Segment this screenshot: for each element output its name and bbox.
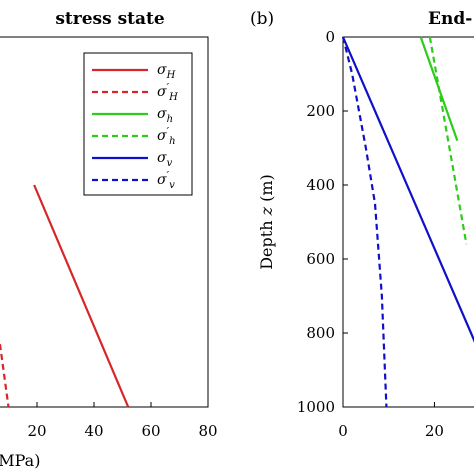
panel-b-label: (b)	[250, 9, 274, 29]
panel-b-x-ticks: 0 20	[338, 402, 444, 440]
legend-entry: σv	[157, 150, 173, 169]
panel-b-y-tick-label: 400	[306, 176, 335, 194]
panel-a-x-tick-label: 40	[84, 422, 103, 440]
panel-b-x-tick-label: 20	[425, 422, 444, 440]
legend-entry: σ′H	[157, 81, 178, 103]
panel-b: (b) End- 0 200 400 600 800 1000 0 20 Depth z (…	[250, 9, 474, 440]
panel-a-title: stress state	[55, 9, 165, 29]
panel-b-title: End-	[428, 9, 472, 29]
panel-b-x-tick-label: 0	[338, 422, 348, 440]
legend-entry: σ′v	[157, 169, 175, 191]
panel-a-series-line	[0, 343, 10, 408]
panel-a-x-ticks: 20 40 60 80	[27, 402, 218, 440]
panel-b-y-tick-label: 0	[325, 28, 335, 46]
panel-a-legend: σHσ′H σhσ′h σvσ′v	[83, 52, 193, 196]
panel-a-x-tick-label: 20	[27, 422, 46, 440]
legend-entry: σh	[157, 106, 173, 125]
legend-items: σHσ′H σhσ′h σvσ′v	[92, 62, 178, 191]
panel-b-y-tick-label: 200	[306, 102, 335, 120]
panel-b-series-line	[428, 36, 468, 245]
panel-b-y-label-text: Depth z (m)	[257, 174, 276, 270]
legend-entry: σ′h	[157, 125, 176, 147]
legend-entry: σH	[157, 62, 176, 81]
panel-b-series-line	[341, 36, 474, 343]
panel-b-y-tick-label: 600	[306, 250, 335, 268]
panel-b-y-label: Depth z (m)	[257, 174, 276, 270]
panel-a-series-line	[33, 184, 130, 408]
panel-b-axes-frame	[342, 36, 474, 408]
panel-a-x-tick-label: 60	[141, 422, 160, 440]
legend-box	[83, 52, 193, 196]
panel-a-x-tick-label: 80	[198, 422, 217, 440]
panel-b-series-line	[341, 36, 388, 408]
panel-a: stress state 20 40 60 80 (MPa) σHσ′H σhσ′h σv…	[0, 9, 218, 470]
panel-b-y-tick-label: 800	[306, 324, 335, 342]
panel-a-series	[0, 184, 130, 408]
panel-b-series	[341, 36, 474, 408]
panel-b-y-ticks: 0 200 400 600 800 1000	[297, 28, 348, 416]
panel-a-x-label: (MPa)	[0, 451, 40, 470]
panel-b-y-tick-label: 1000	[297, 398, 335, 416]
